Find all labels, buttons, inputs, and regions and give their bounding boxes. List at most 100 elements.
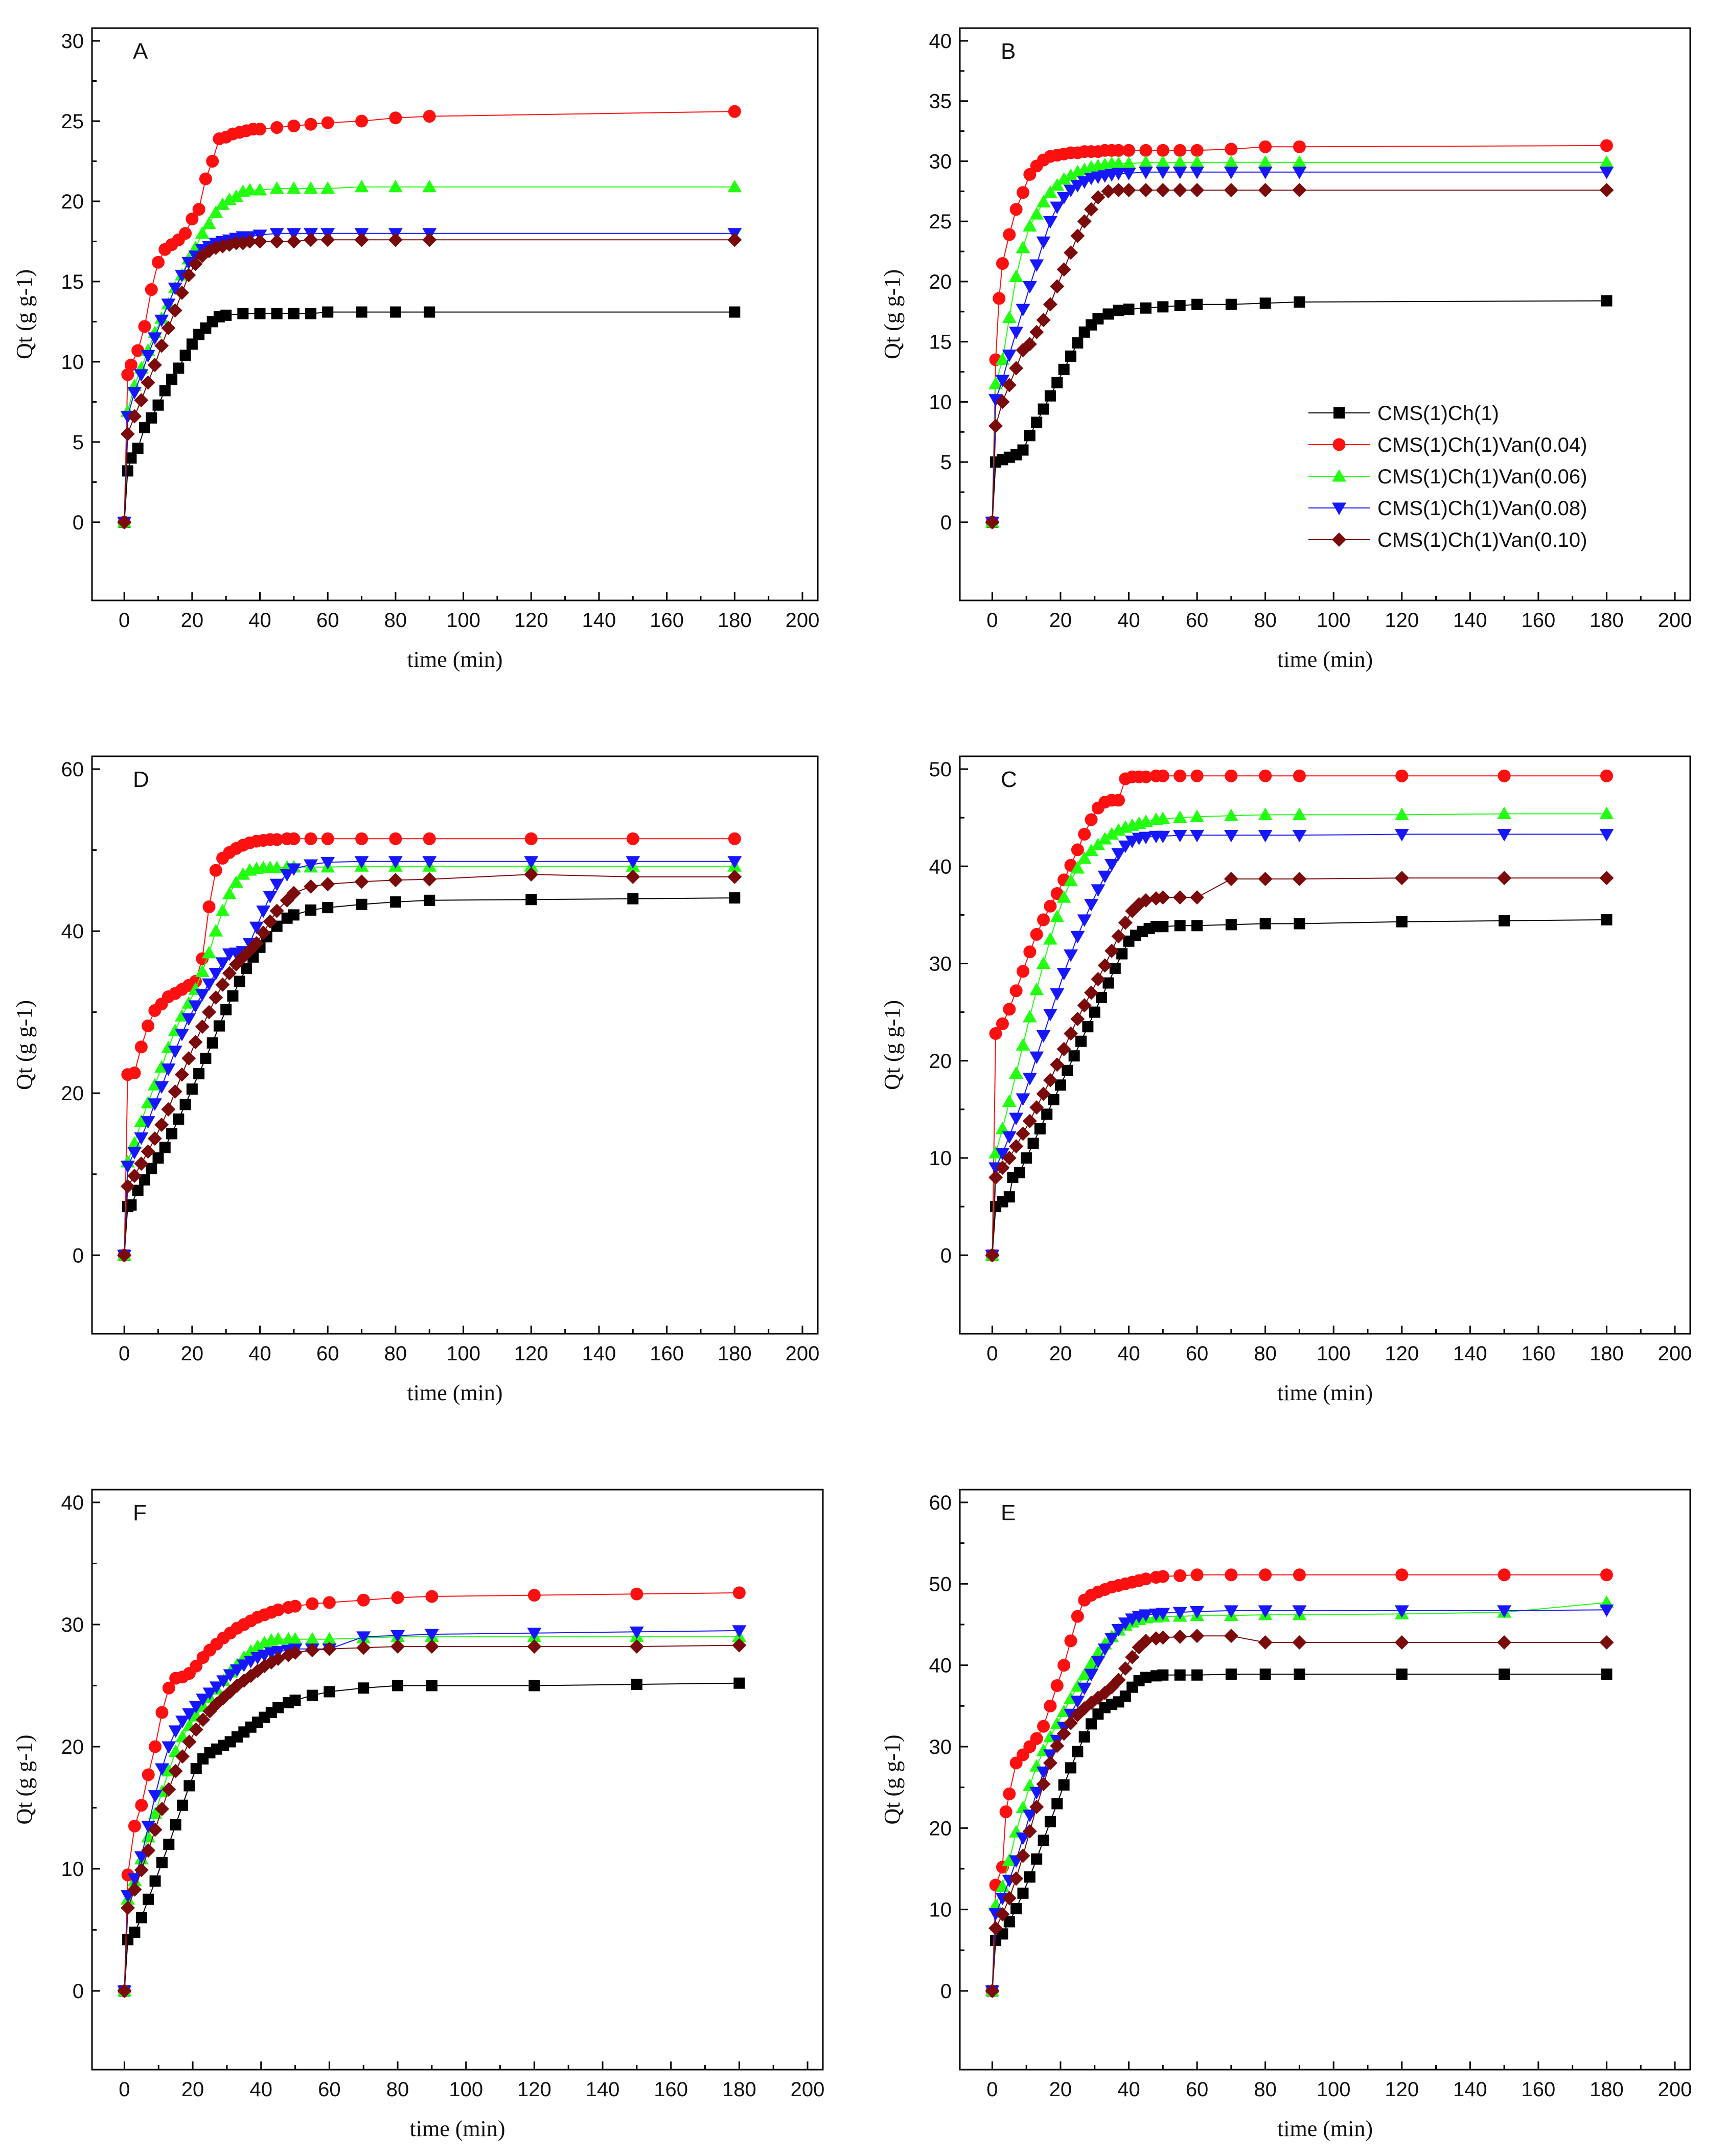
data-point: [1499, 1668, 1510, 1680]
y-tick-label: 0: [73, 1244, 84, 1267]
data-point: [1156, 182, 1170, 197]
data-point: [1156, 167, 1170, 179]
data-point: [1003, 1916, 1015, 1928]
data-point: [173, 1113, 185, 1125]
x-axis-title: time (min): [1277, 2116, 1373, 2141]
series-line: [124, 866, 735, 1256]
panel-label: B: [1001, 39, 1016, 64]
series-line: [124, 1682, 740, 1991]
data-point: [1292, 1635, 1307, 1650]
data-point: [1139, 144, 1153, 157]
data-point: [1091, 1656, 1106, 1668]
data-point: [241, 963, 252, 975]
data-point: [141, 375, 155, 390]
data-point: [1190, 182, 1205, 197]
data-point: [1174, 300, 1186, 312]
data-point: [1009, 361, 1024, 376]
x-tick-label: 100: [1317, 1342, 1351, 1365]
x-tick-label: 120: [517, 2078, 551, 2101]
data-point: [988, 1170, 1003, 1185]
data-point: [1497, 1605, 1512, 1618]
data-point: [127, 409, 142, 424]
panel-b-plot: 0 20 40 60 80 100 120 140 160 180 200 0 5 10 15 20 25 30 3…: [880, 27, 1692, 672]
data-point: [1174, 1669, 1186, 1681]
y-axis-title: Qt (g g-1): [12, 1000, 37, 1090]
data-point: [263, 891, 278, 903]
data-point: [134, 1863, 149, 1877]
data-point: [1139, 1572, 1153, 1586]
data-point: [162, 1782, 176, 1797]
legend-label: CMS(1)Ch(1)Van(0.08): [1377, 497, 1587, 520]
data-point: [1258, 1605, 1273, 1618]
data-point: [390, 1630, 405, 1643]
data-point: [252, 234, 267, 249]
data-point: [1038, 403, 1049, 415]
data-point: [270, 833, 284, 846]
data-point: [423, 832, 436, 845]
x-tick-label: 160: [1522, 2078, 1556, 2101]
data-point: [269, 878, 284, 892]
data-point: [1070, 1696, 1085, 1708]
data-point: [1009, 203, 1023, 216]
data-point: [727, 869, 742, 884]
data-point: [1190, 769, 1204, 782]
x-tick-label: 160: [1522, 609, 1556, 632]
data-point: [1084, 1656, 1099, 1669]
data-point: [1125, 1650, 1140, 1664]
data-point: [1029, 259, 1044, 272]
x-tick-label: 20: [181, 1342, 204, 1365]
data-point: [1056, 1041, 1071, 1056]
data-point: [1075, 1035, 1087, 1047]
x-tick-label: 160: [654, 2078, 688, 2101]
data-point: [125, 452, 137, 464]
data-point: [388, 856, 403, 869]
data-point: [1601, 914, 1613, 925]
x-tick-label: 60: [1186, 1342, 1209, 1365]
data-point: [182, 1708, 197, 1721]
y-tick-label: 10: [929, 391, 952, 413]
data-point: [141, 1144, 155, 1159]
data-point: [1003, 1191, 1015, 1203]
data-point: [995, 1147, 1010, 1161]
data-point: [193, 1068, 205, 1080]
data-point: [1050, 1679, 1064, 1692]
data-point: [280, 869, 294, 882]
data-point: [1058, 1779, 1070, 1791]
data-point: [1259, 918, 1271, 930]
data-point: [188, 257, 203, 271]
data-point: [161, 1063, 176, 1076]
data-point: [179, 227, 192, 240]
data-point: [1394, 871, 1409, 886]
data-point: [1056, 890, 1071, 903]
x-tick-label: 120: [514, 609, 548, 632]
data-point: [1024, 430, 1035, 442]
data-point: [1599, 828, 1614, 842]
data-point: [733, 1677, 745, 1689]
data-point: [125, 1199, 137, 1211]
data-point: [139, 422, 150, 433]
data-point: [525, 894, 537, 906]
data-point: [630, 1587, 643, 1601]
data-point: [995, 353, 1010, 365]
y-tick-label: 40: [61, 920, 84, 943]
data-point: [1038, 1835, 1049, 1846]
data-point: [527, 1589, 541, 1602]
data-point: [202, 978, 217, 991]
data-point: [1190, 809, 1205, 822]
data-point: [1224, 155, 1238, 168]
data-point: [1111, 156, 1126, 169]
data-point: [1121, 168, 1136, 181]
data-point: [1043, 1073, 1057, 1087]
data-point: [147, 358, 162, 373]
data-point: [286, 181, 301, 194]
series-cms-1-ch-1-van-0-08: [985, 167, 1614, 529]
x-tick-label: 160: [650, 609, 684, 632]
data-point: [988, 1898, 1003, 1911]
data-point: [1292, 1605, 1307, 1618]
data-point: [159, 385, 171, 397]
x-tick-label: 100: [449, 2078, 483, 2101]
legend-marker: [1332, 532, 1346, 547]
series-cms-1-ch-1-van-0-10: [117, 233, 742, 529]
data-point: [1072, 1746, 1084, 1757]
data-point: [1030, 928, 1043, 941]
